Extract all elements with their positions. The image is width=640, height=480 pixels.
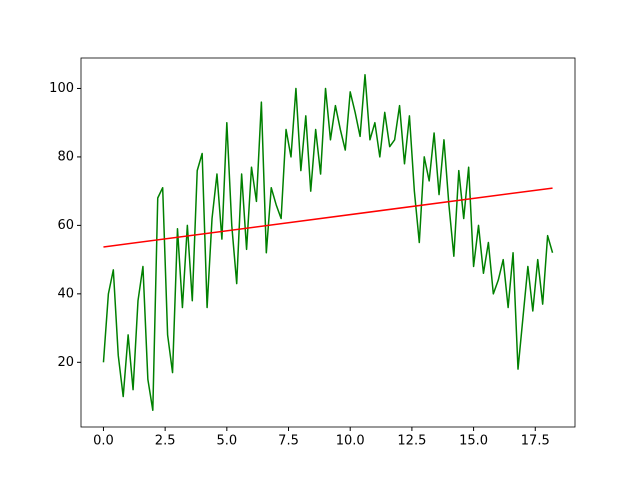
y-tick-label: 80 [57, 149, 74, 164]
x-tick-label: 17.5 [521, 434, 550, 449]
y-tick-label: 100 [49, 81, 74, 96]
data-line [102, 74, 554, 411]
x-tick-label: 10.0 [336, 434, 365, 449]
x-tick-label: 0.0 [93, 434, 114, 449]
x-tick-label: 7.5 [278, 434, 299, 449]
y-tick-label: 60 [57, 218, 74, 233]
x-tick-label: 5.0 [216, 434, 237, 449]
x-tick-label: 15.0 [459, 434, 488, 449]
y-tick-label: 40 [57, 286, 74, 301]
x-tick-label: 12.5 [397, 434, 426, 449]
x-tick-label: 2.5 [155, 434, 176, 449]
plot-frame [80, 57, 576, 428]
data-line [103, 187, 553, 248]
y-tick-label: 20 [57, 355, 74, 370]
